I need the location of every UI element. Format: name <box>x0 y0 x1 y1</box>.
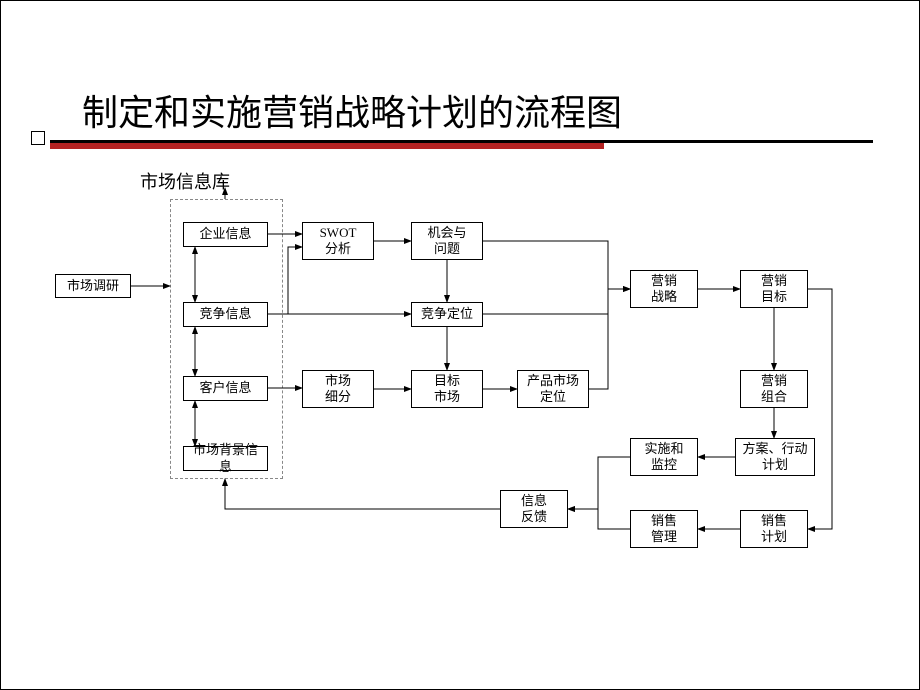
title-underline-red <box>50 143 604 149</box>
node-mkt_mix: 营销组合 <box>740 370 808 408</box>
database-label: 市场信息库 <box>140 168 230 194</box>
node-compete_info: 竞争信息 <box>183 302 268 327</box>
node-market_seg: 市场细分 <box>302 370 374 408</box>
node-bg_info: 市场背景信息 <box>183 446 268 471</box>
node-target_market: 目标市场 <box>411 370 483 408</box>
node-impl_monitor: 实施和监控 <box>630 438 698 476</box>
node-market_research: 市场调研 <box>55 274 131 298</box>
node-product_pos: 产品市场定位 <box>517 370 589 408</box>
corner-accent <box>31 131 45 145</box>
node-opp_problem: 机会与问题 <box>411 222 483 260</box>
node-compete_pos: 竞争定位 <box>411 302 483 327</box>
node-swot: SWOT分析 <box>302 222 374 260</box>
slide-title: 制定和实施营销战略计划的流程图 <box>82 84 622 136</box>
node-action_plan: 方案、行动计划 <box>735 438 815 476</box>
node-mkt_strategy: 营销战略 <box>630 270 698 308</box>
node-feedback: 信息反馈 <box>500 490 568 528</box>
node-mkt_goal: 营销目标 <box>740 270 808 308</box>
node-sales_mgmt: 销售管理 <box>630 510 698 548</box>
node-sales_plan: 销售计划 <box>740 510 808 548</box>
node-enterprise_info: 企业信息 <box>183 222 268 247</box>
node-customer_info: 客户信息 <box>183 376 268 401</box>
